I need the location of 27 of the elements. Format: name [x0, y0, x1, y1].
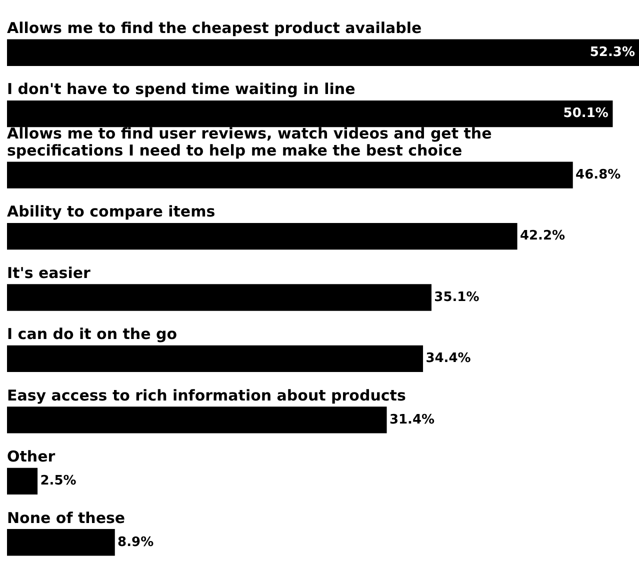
y-tick-label: None of these [7, 508, 126, 527]
bar [7, 468, 38, 494]
data-label: 31.4% [389, 412, 435, 428]
data-label: 2.5% [40, 474, 76, 489]
data-label: 42.2% [520, 228, 566, 244]
y-tick-label: I don't have to spend time waiting in line [7, 80, 356, 98]
bar [7, 39, 639, 66]
data-label: 50.1% [563, 106, 608, 122]
bar [7, 406, 387, 434]
y-tick-label: It's easier [7, 264, 92, 282]
bar [7, 529, 115, 556]
bar [7, 284, 432, 311]
data-label: 52.3% [590, 44, 635, 60]
data-label: 34.4% [426, 351, 471, 366]
y-tick-label: I can do it on the go [7, 325, 178, 344]
data-label: 35.1% [434, 290, 480, 305]
bar [7, 222, 518, 250]
y-tick-label: Easy access to rich information about products [7, 386, 406, 404]
bar [7, 100, 613, 128]
data-label: 8.9% [118, 534, 154, 550]
y-tick-label: Allows me to find the cheapest product available [7, 19, 422, 37]
y-tick-label: Allows me to find user reviews, watch videos and get the specifications I need to help me make the best choice [7, 124, 492, 160]
data-label: 46.8% [576, 167, 621, 182]
bar [7, 345, 424, 372]
y-tick-label: Other [7, 448, 56, 466]
bar [7, 162, 573, 188]
y-tick-label: Ability to compare items [7, 202, 216, 221]
